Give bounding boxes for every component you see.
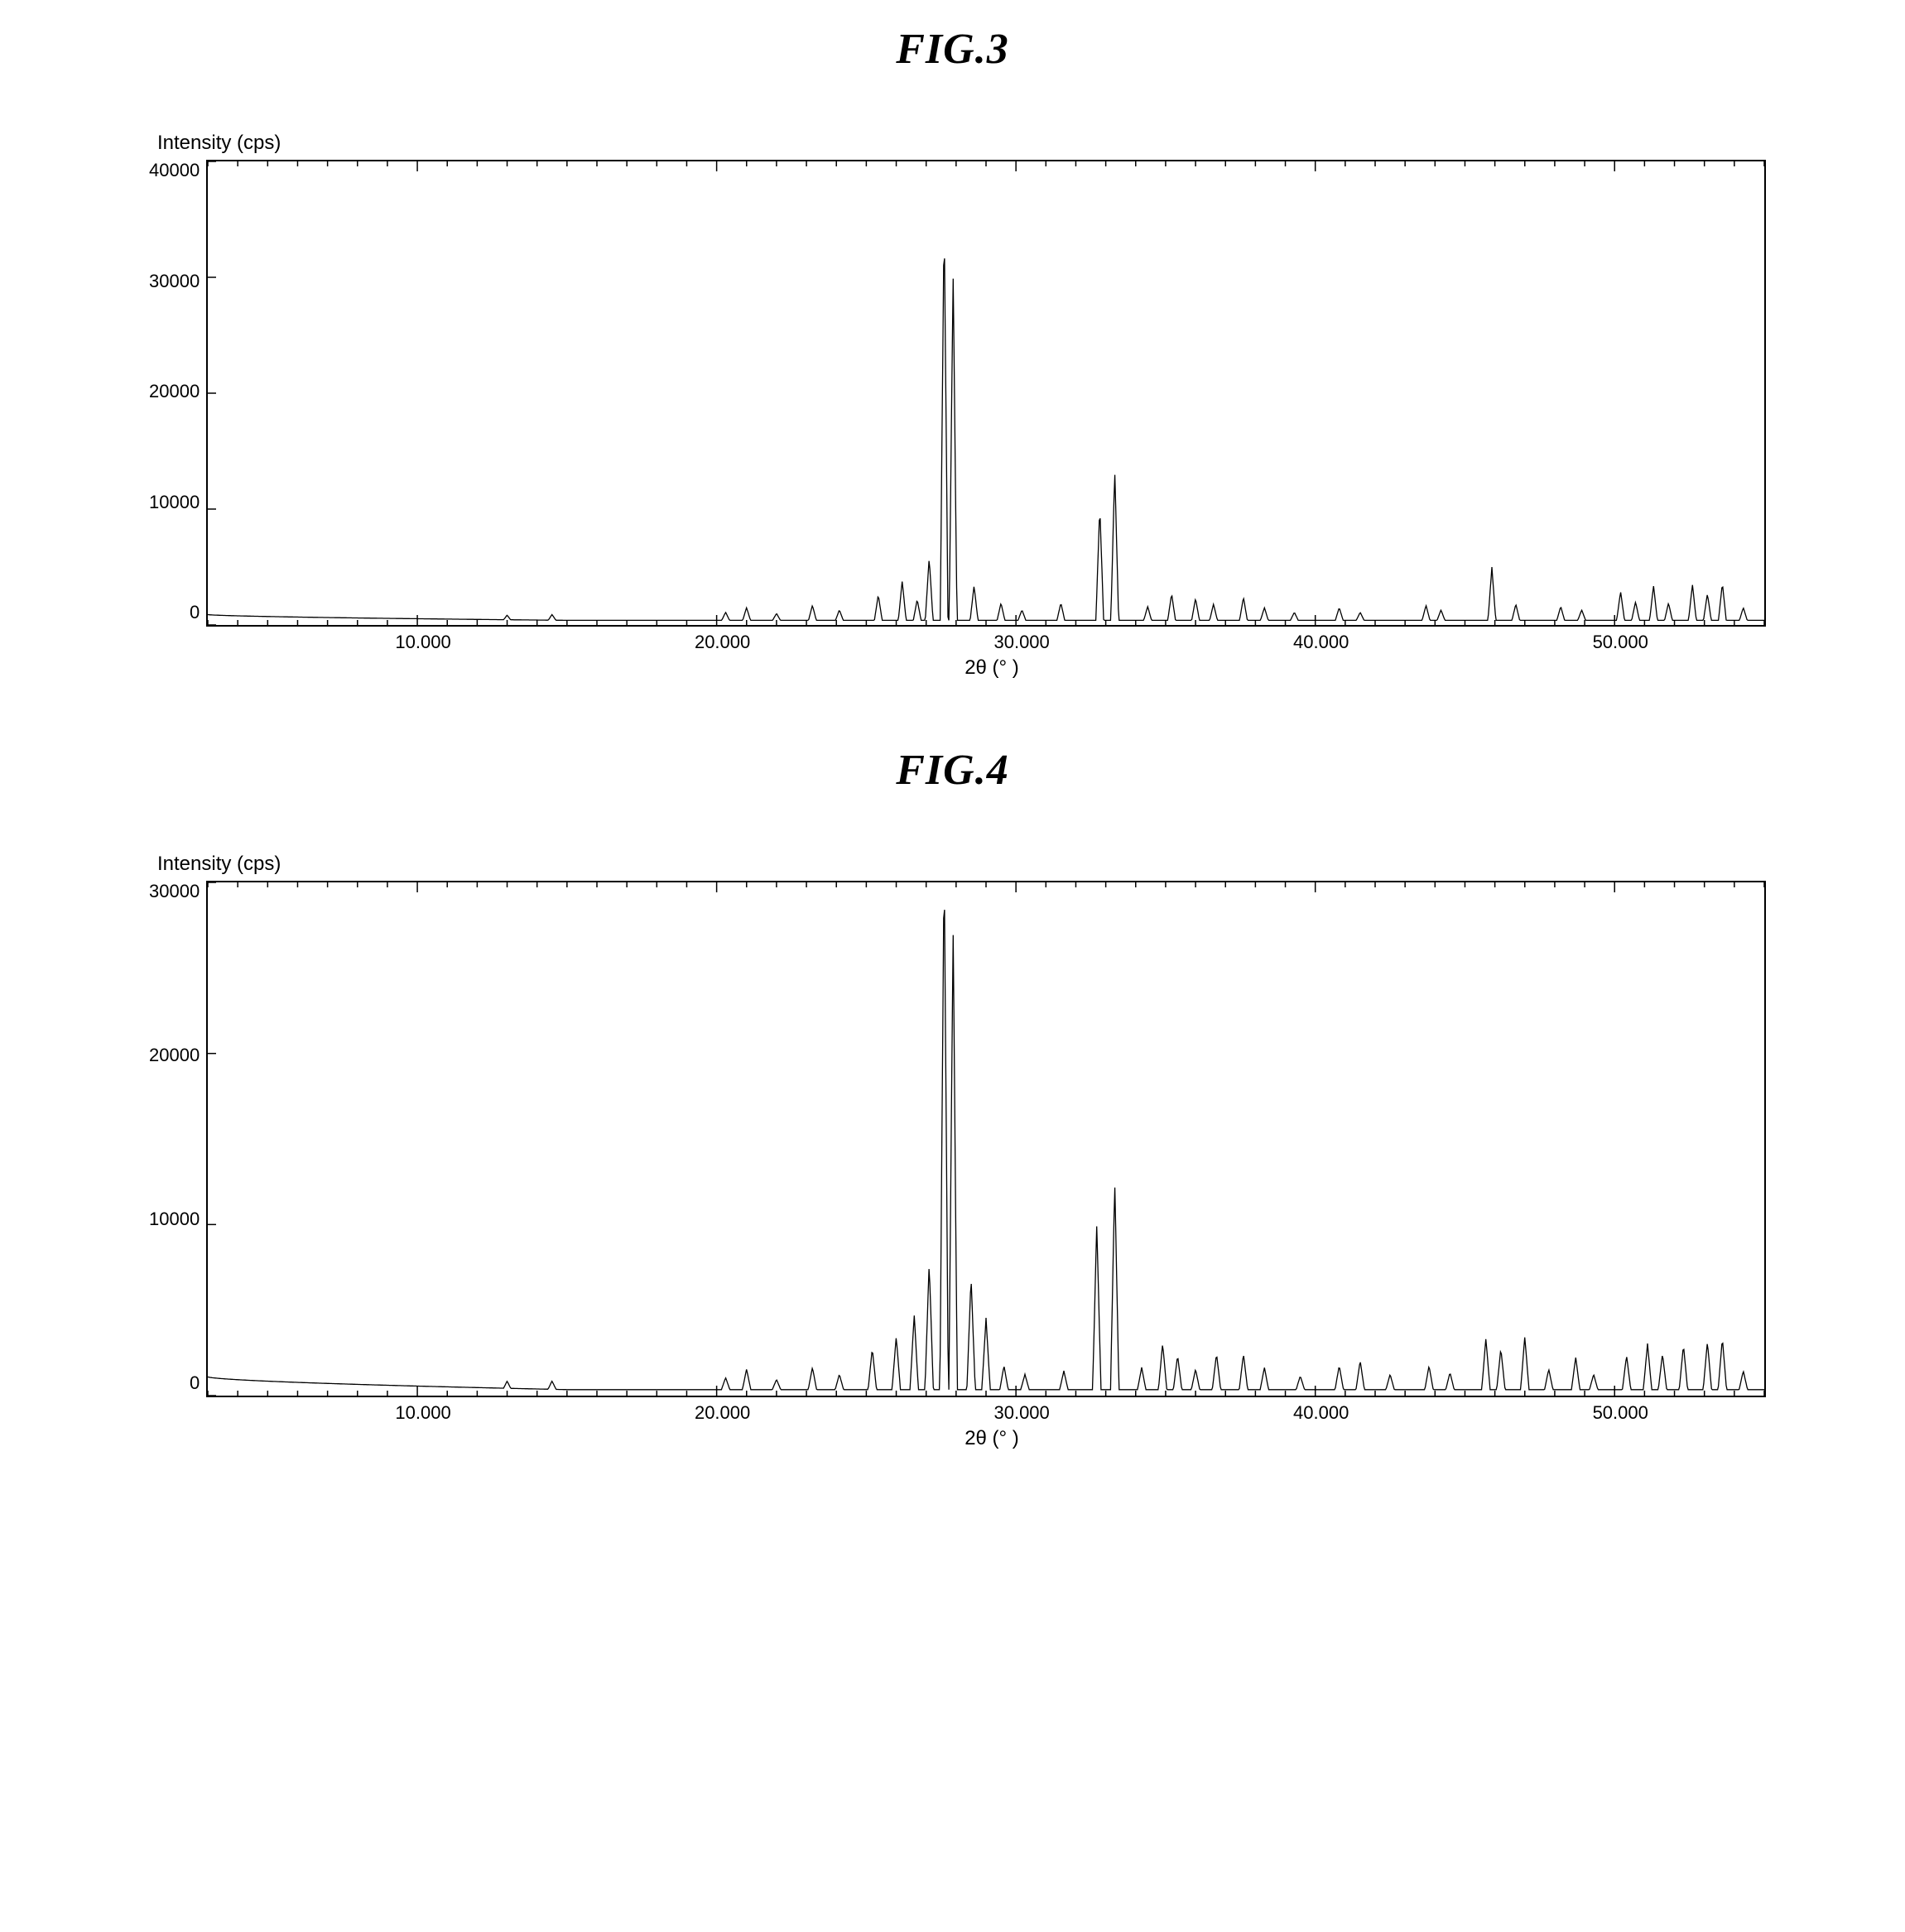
- x-axis: 10.000 20.000 30.000 40.000 50.000: [214, 632, 1770, 653]
- y-tick-label: 0: [190, 602, 200, 623]
- chart-area: 30000 20000 10000 0: [149, 881, 1880, 1397]
- y-tick-label: 0: [190, 1372, 200, 1394]
- xrd-trace: [208, 910, 1764, 1390]
- xrd-trace: [208, 258, 1764, 620]
- figure-block: FIG.3 Intensity (cps) 40000 30000 20000 10000…: [25, 25, 1880, 680]
- y-axis: 30000 20000 10000 0: [149, 881, 206, 1394]
- y-axis: 40000 30000 20000 10000 0: [149, 160, 206, 623]
- x-tick-label: 50.000: [1593, 632, 1648, 653]
- y-axis-label: Intensity (cps): [157, 853, 1880, 876]
- y-axis-label: Intensity (cps): [157, 132, 1880, 155]
- x-axis: 10.000 20.000 30.000 40.000 50.000: [214, 1402, 1770, 1424]
- figure-title: FIG.4: [25, 746, 1880, 795]
- x-axis-col: 10.000 20.000 30.000 40.000 50.000 2θ (° ): [214, 627, 1770, 680]
- chart-wrap: Intensity (cps) 30000 20000 10000 0 10.000 20.…: [149, 853, 1880, 1450]
- y-tick-label: 30000: [149, 881, 200, 902]
- y-tick-label: 40000: [149, 160, 200, 181]
- x-tick-label: 20.000: [695, 1402, 750, 1424]
- xrd-plot: [206, 160, 1766, 627]
- x-axis-label: 2θ (° ): [214, 656, 1770, 680]
- x-tick-label: 10.000: [395, 1402, 450, 1424]
- y-tick-label: 20000: [149, 381, 200, 402]
- y-tick-label: 30000: [149, 271, 200, 292]
- x-tick-label: 30.000: [993, 1402, 1049, 1424]
- x-tick-label: 10.000: [395, 632, 450, 653]
- x-axis-label: 2θ (° ): [214, 1427, 1770, 1450]
- chart-area: 40000 30000 20000 10000 0: [149, 160, 1880, 627]
- y-tick-label: 10000: [149, 1209, 200, 1230]
- x-tick-label: 50.000: [1593, 1402, 1648, 1424]
- x-tick-label: 40.000: [1293, 1402, 1349, 1424]
- chart-wrap: Intensity (cps) 40000 30000 20000 10000 0 10.0…: [149, 132, 1880, 680]
- xrd-plot: [206, 881, 1766, 1397]
- figure-title: FIG.3: [25, 25, 1880, 74]
- figure-block: FIG.4 Intensity (cps) 30000 20000 10000 0 10.0…: [25, 746, 1880, 1450]
- x-tick-label: 30.000: [993, 632, 1049, 653]
- y-tick-label: 20000: [149, 1045, 200, 1066]
- x-tick-label: 40.000: [1293, 632, 1349, 653]
- x-axis-col: 10.000 20.000 30.000 40.000 50.000 2θ (° ): [214, 1397, 1770, 1450]
- x-tick-label: 20.000: [695, 632, 750, 653]
- y-tick-label: 10000: [149, 492, 200, 513]
